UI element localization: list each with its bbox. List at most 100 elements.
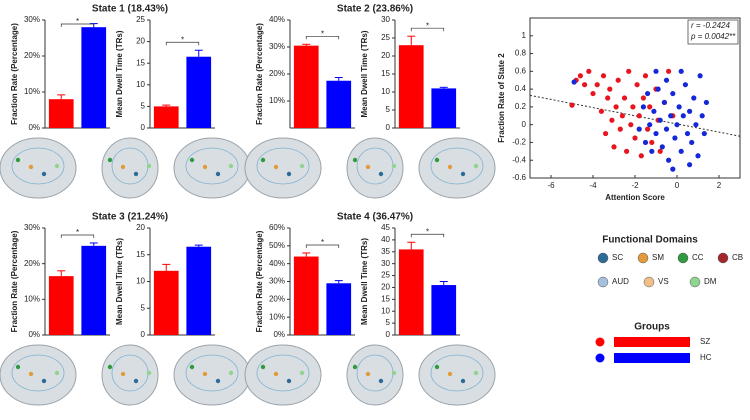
state-title: State 1 (18.43%) [92, 4, 168, 15]
legend-marker [595, 353, 605, 363]
brain-node [352, 157, 358, 163]
brain-node [228, 370, 234, 376]
scatter-point [653, 130, 659, 137]
scatter-point [670, 166, 676, 172]
scatter-point [590, 90, 596, 97]
brain-detail [430, 147, 484, 185]
brain-node [146, 163, 152, 169]
significance-bracket [305, 35, 340, 40]
brain-node [215, 378, 221, 384]
brain-image [0, 137, 77, 199]
scatter-point [613, 104, 619, 110]
scatter-point [701, 130, 707, 137]
scatter-point [649, 139, 655, 146]
state-title: State 2 (23.86%) [337, 4, 413, 15]
y-tick-label: -0.6 [512, 173, 526, 182]
legend-label: SZ [700, 337, 710, 346]
scatter-point [569, 102, 575, 108]
y-tick-label: 10% [24, 87, 40, 96]
legend-marker [689, 276, 701, 288]
significance-star: * [426, 227, 429, 236]
bar [293, 45, 319, 128]
scatter-point [689, 139, 695, 146]
y-axis-label: Fraction Rate (Percentage) [10, 23, 19, 125]
legend-label: HC [700, 353, 712, 362]
brain-node [189, 157, 195, 163]
y-tick-label: 1 [522, 31, 527, 40]
scatter-point [642, 73, 649, 79]
y-tick-label: 40% [269, 259, 285, 268]
scatter-point [678, 148, 684, 154]
y-axis-label: Fraction Rate (Percentage) [10, 230, 19, 332]
significance-bracket [60, 23, 95, 27]
y-tick-label: 50% [269, 241, 285, 250]
y-tick-label: 30% [269, 277, 285, 286]
brain-node [228, 163, 234, 169]
brain-node [273, 371, 279, 377]
legend-label: CC [692, 253, 704, 262]
scatter-point [640, 104, 647, 110]
brain-image [173, 137, 251, 199]
y-tick-label: 20 [136, 37, 145, 46]
y-tick-label: 30 [381, 15, 390, 24]
scatter-point [647, 104, 653, 110]
scatter-point [663, 77, 670, 83]
legend-label: VS [658, 277, 669, 286]
legend-swatch [614, 337, 690, 347]
scatter-point [624, 148, 630, 154]
legend-label: AUD [612, 277, 629, 286]
brain-node [391, 370, 397, 376]
brain-node [365, 164, 371, 170]
scatter-point [615, 77, 621, 83]
y-tick-label: 10% [269, 96, 285, 105]
legend-swatch [614, 353, 690, 363]
scatter-point [628, 122, 634, 128]
y-tick-label: 20% [269, 294, 285, 303]
scatter-point [600, 73, 607, 79]
scatter-point [645, 90, 651, 97]
y-tick-label: 20% [24, 259, 40, 268]
significance-bracket [410, 233, 445, 238]
brain-node [133, 171, 139, 177]
brain-node [202, 164, 208, 170]
y-tick-label: 10% [269, 312, 285, 321]
x-tick-label: -6 [547, 181, 555, 190]
scatter-point [626, 68, 632, 74]
y-tick-label: 0 [141, 123, 146, 132]
bar [48, 276, 74, 335]
y-axis-label: Fraction Rate (Percentage) [255, 23, 264, 125]
brain-image [101, 137, 159, 199]
significance-bracket [165, 41, 200, 46]
y-tick-label: 30% [24, 223, 40, 232]
significance-bracket [305, 244, 340, 248]
brain-node [352, 364, 358, 370]
brain-node [54, 163, 60, 169]
y-tick-label: 45 [381, 223, 390, 232]
y-tick-label: -0.4 [512, 155, 526, 164]
scatter-point [611, 144, 617, 150]
legend-marker [637, 252, 649, 264]
scatter-point [598, 108, 605, 114]
scatter-point [594, 82, 600, 88]
y-tick-label: 10 [381, 306, 390, 315]
scatter-point [674, 122, 680, 128]
scatter-point [571, 79, 577, 85]
legend-label: SC [612, 253, 623, 262]
brain-node [434, 157, 440, 163]
brain-node [120, 164, 126, 170]
scatter-point [655, 86, 661, 92]
significance-bracket [60, 234, 95, 238]
scatter-point [640, 95, 647, 101]
scatter-point [661, 99, 668, 106]
brain-node [286, 378, 292, 384]
brain-node [15, 157, 21, 163]
brain-image [244, 344, 322, 406]
y-tick-label: 20% [269, 69, 285, 78]
scatter-point [653, 68, 659, 74]
scatter-point [657, 148, 663, 154]
y-tick-label: 15 [381, 294, 390, 303]
stat-annotation: r = -0.2424 [691, 21, 730, 30]
bar [431, 88, 457, 128]
brain-node [365, 371, 371, 377]
